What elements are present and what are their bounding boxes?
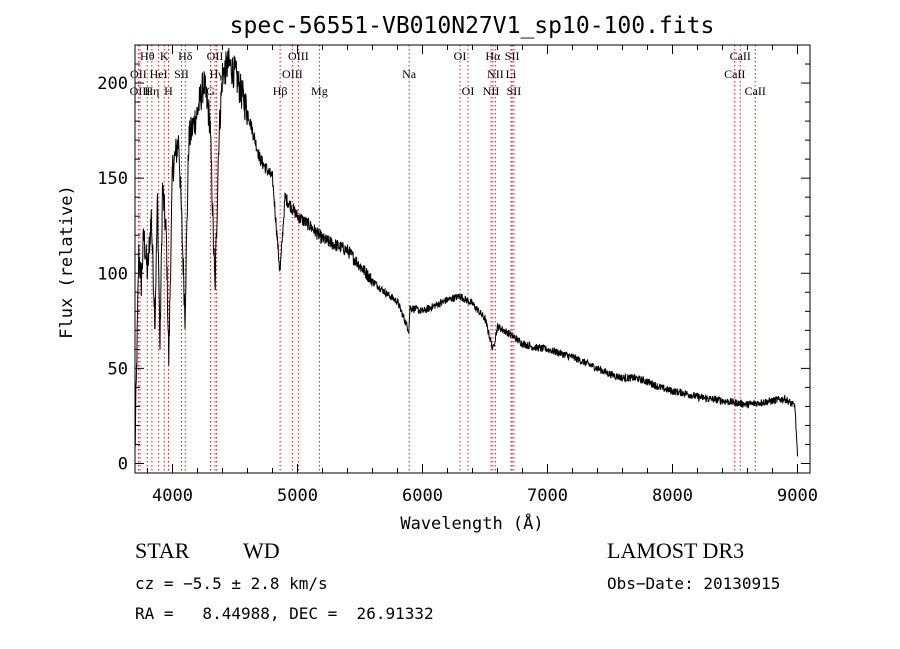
- line-label: H: [164, 84, 173, 98]
- y-tick-label: 200: [97, 74, 128, 94]
- line-label: Na: [402, 67, 417, 81]
- x-tick-label: 5000: [277, 486, 318, 506]
- survey-name: LAMOST DR3: [607, 538, 745, 563]
- object-type: STAR: [135, 538, 190, 563]
- line-label: Mg: [311, 84, 328, 98]
- line-label: Li: [506, 67, 517, 81]
- plot-frame: [134, 44, 811, 474]
- line-label: CaII: [724, 67, 745, 81]
- line-label: Hδ: [178, 49, 193, 63]
- line-label: SII: [174, 67, 189, 81]
- line-label: OIII: [288, 49, 309, 63]
- line-label: Hα: [485, 49, 501, 63]
- y-tick-label: 150: [97, 169, 128, 189]
- observation-date: Obs−Date: 20130915: [607, 574, 781, 593]
- line-label: OIII: [282, 67, 303, 81]
- x-axis-label: Wavelength (Å): [400, 512, 543, 534]
- line-label: K: [160, 49, 169, 63]
- line-label: OI: [462, 84, 475, 98]
- redshift-readout: cz = −5.5 ± 2.8 km/s: [135, 574, 328, 593]
- line-label: CaII: [745, 84, 766, 98]
- line-label: Hγ: [210, 67, 225, 81]
- x-axis: 4000 5000 6000 7000 8000 9000: [147, 45, 818, 506]
- line-label: SII: [505, 49, 520, 63]
- x-tick-label: 8000: [652, 486, 693, 506]
- y-axis: 0 50 100 150 200: [97, 44, 810, 474]
- line-label: Hη: [144, 84, 159, 98]
- line-markers: [137, 45, 756, 473]
- line-label: NII: [487, 67, 504, 81]
- y-tick-label: 50: [108, 359, 128, 379]
- line-label: SII: [507, 84, 522, 98]
- line-label: Hθ: [140, 49, 155, 63]
- spectrum-series: [134, 47, 798, 457]
- line-label: HeI: [150, 67, 168, 81]
- x-tick-label: 4000: [152, 486, 193, 506]
- line-label: Hβ: [273, 84, 288, 98]
- line-label: NII: [483, 84, 500, 98]
- line-label: CaII: [730, 49, 751, 63]
- y-tick-label: 100: [97, 264, 128, 284]
- line-label: OI: [454, 49, 467, 63]
- y-tick-label: 0: [118, 454, 128, 474]
- spectrum-line: [134, 47, 798, 457]
- coordinates-readout: RA = 8.44988, DEC = 26.91332: [135, 604, 434, 623]
- chart-title: spec-56551-VB010N27V1_sp10-100.fits: [230, 13, 715, 39]
- x-tick-label: 6000: [402, 486, 443, 506]
- line-label: G: [206, 84, 215, 98]
- line-label: OII: [130, 67, 147, 81]
- line-label: OII: [207, 49, 224, 63]
- object-class: WD: [243, 538, 280, 563]
- x-tick-label: 9000: [777, 486, 818, 506]
- y-axis-label: Flux (relative): [57, 185, 77, 339]
- x-tick-label: 7000: [527, 486, 568, 506]
